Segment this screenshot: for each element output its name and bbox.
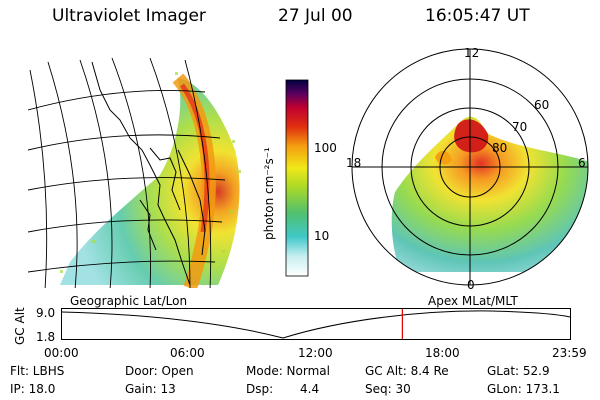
altitude-axis-label: GC Alt xyxy=(13,307,27,345)
door-info: Door: Open xyxy=(125,364,194,378)
apex-label: Apex MLat/MLT xyxy=(428,294,518,308)
time-label: 16:05:47 UT xyxy=(425,6,530,26)
aurora-emission-polar xyxy=(391,116,588,272)
colorbar-tick-100: 100 xyxy=(314,141,337,155)
gc-alt-info: GC Alt: 8.4 Re xyxy=(365,364,449,378)
colorbar-tick-10: 10 xyxy=(314,229,330,243)
time-tick-1200: 12:00 xyxy=(298,346,333,360)
dsp-info-label: Dsp: xyxy=(246,382,274,396)
altitude-tick-high: 9.0 xyxy=(36,306,56,320)
filter-info: Flt: LBHS xyxy=(10,364,65,378)
colorbar-unit-label: photon cm⁻²s⁻¹ xyxy=(262,147,276,240)
glat-info: GLat: 52.9 xyxy=(487,364,550,378)
coastline xyxy=(91,61,206,286)
mlt-label-6: 6 xyxy=(578,156,586,170)
glon-info: GLon: 173.1 xyxy=(487,382,560,396)
altitude-track-plot xyxy=(61,308,571,340)
mlt-label-18: 18 xyxy=(346,156,362,170)
aurora-emission-geo xyxy=(60,78,240,285)
mlat-label-80: 80 xyxy=(492,141,508,155)
mlat-label-70: 70 xyxy=(512,120,528,134)
gain-info: Gain: 13 xyxy=(125,382,176,396)
time-tick-0600: 06:00 xyxy=(170,346,205,360)
time-tick-2359: 23:59 xyxy=(552,346,587,360)
mlat-label-60: 60 xyxy=(534,98,550,112)
mlt-label-12: 12 xyxy=(464,46,480,60)
geographic-label: Geographic Lat/Lon xyxy=(70,294,188,308)
time-tick-1800: 18:00 xyxy=(425,346,460,360)
mlt-label-0: 0 xyxy=(467,278,475,292)
date-label: 27 Jul 00 xyxy=(278,6,353,26)
altitude-tick-low: 1.8 xyxy=(36,330,56,344)
color-scale-bar xyxy=(285,79,309,277)
app-title: Ultraviolet Imager xyxy=(52,6,206,26)
seq-info: Seq: 30 xyxy=(365,382,411,396)
dsp-info-value: 4.4 xyxy=(300,382,320,396)
polar-plot-panel xyxy=(351,48,589,286)
ip-info: IP: 18.0 xyxy=(10,382,56,396)
time-tick-0000: 00:00 xyxy=(44,346,79,360)
mode-info: Mode: Normal xyxy=(246,364,330,378)
